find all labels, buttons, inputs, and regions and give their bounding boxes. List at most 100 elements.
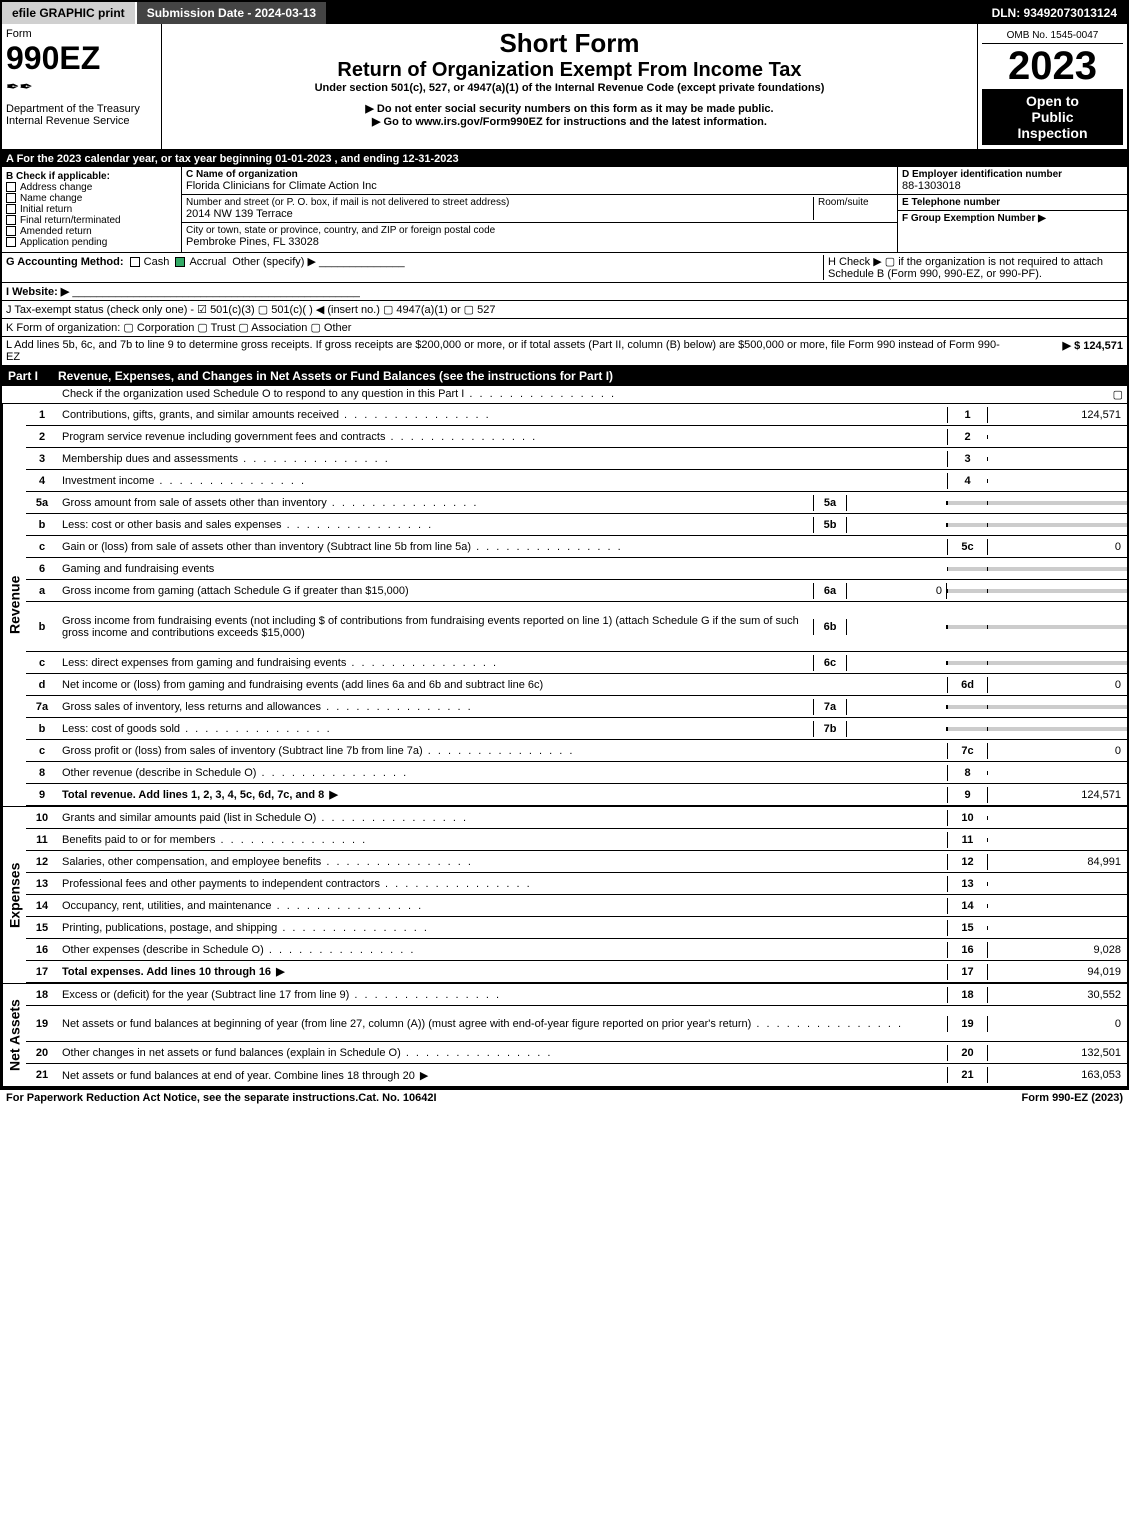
line-8: 8Other revenue (describe in Schedule O) … [26, 762, 1127, 784]
top-bar: efile GRAPHIC print Submission Date - 20… [2, 2, 1127, 24]
line-6d-value: 0 [987, 677, 1127, 693]
net-assets-side-label: Net Assets [2, 984, 26, 1086]
c-city-label: City or town, state or province, country… [186, 225, 893, 236]
line-16: 16Other expenses (describe in Schedule O… [26, 939, 1127, 961]
line-19: 19Net assets or fund balances at beginni… [26, 1006, 1127, 1042]
line-1-value: 124,571 [987, 407, 1127, 423]
form-number: 990EZ [6, 40, 157, 77]
footer-cat-no: Cat. No. 10642I [358, 1092, 1021, 1104]
c-addr-label: Number and street (or P. O. box, if mail… [186, 197, 813, 208]
row-a-tax-year: A For the 2023 calendar year, or tax yea… [2, 151, 1127, 167]
b-label: B Check if applicable: [6, 171, 177, 182]
tax-year: 2023 [982, 44, 1123, 89]
revenue-section: Revenue 1Contributions, gifts, grants, a… [2, 404, 1127, 807]
j-tax-exempt-status: J Tax-exempt status (check only one) ‑ ☑… [2, 301, 1127, 319]
line-12: 12Salaries, other compensation, and empl… [26, 851, 1127, 873]
line-7c: cGross profit or (loss) from sales of in… [26, 740, 1127, 762]
title-return: Return of Organization Exempt From Incom… [166, 59, 973, 82]
form-label: Form [6, 28, 157, 40]
c-city: Pembroke Pines, FL 33028 [186, 236, 893, 248]
c-name-label: C Name of organization [186, 169, 893, 180]
line-18-value: 30,552 [987, 987, 1127, 1003]
line-7b: bLess: cost of goods sold 7b [26, 718, 1127, 740]
cb-final-return[interactable]: Final return/terminated [6, 215, 177, 226]
line-20-value: 132,501 [987, 1045, 1127, 1061]
c-addr: 2014 NW 139 Terrace [186, 208, 813, 220]
line-9: 9Total revenue. Add lines 1, 2, 3, 4, 5c… [26, 784, 1127, 806]
page-footer: For Paperwork Reduction Act Notice, see … [0, 1090, 1129, 1106]
section-b-checkboxes: B Check if applicable: Address change Na… [2, 167, 182, 252]
line-20: 20Other changes in net assets or fund ba… [26, 1042, 1127, 1064]
line-17: 17Total expenses. Add lines 10 through 1… [26, 961, 1127, 983]
form-990ez-page: efile GRAPHIC print Submission Date - 20… [0, 0, 1129, 1090]
l-gross-receipts: L Add lines 5b, 6c, and 7b to line 9 to … [2, 337, 1127, 366]
org-info-block: B Check if applicable: Address change Na… [2, 167, 1127, 253]
cb-name-change[interactable]: Name change [6, 193, 177, 204]
line-21-value: 163,053 [987, 1067, 1127, 1083]
line-5c: cGain or (loss) from sale of assets othe… [26, 536, 1127, 558]
dept-treasury: Department of the Treasury [6, 103, 157, 115]
line-6a-value: 0 [847, 583, 947, 599]
line-19-value: 0 [987, 1016, 1127, 1032]
line-6a: aGross income from gaming (attach Schedu… [26, 580, 1127, 602]
line-15: 15Printing, publications, postage, and s… [26, 917, 1127, 939]
cb-address-change[interactable]: Address change [6, 182, 177, 193]
ssn-warning: ▶ Do not enter social security numbers o… [166, 102, 973, 115]
c-room-label: Room/suite [813, 197, 893, 220]
line-7a: 7aGross sales of inventory, less returns… [26, 696, 1127, 718]
line-6: 6Gaming and fundraising events [26, 558, 1127, 580]
f-group-label: F Group Exemption Number ▶ [902, 213, 1123, 224]
net-assets-section: Net Assets 18Excess or (deficit) for the… [2, 984, 1127, 1088]
revenue-side-label: Revenue [2, 404, 26, 806]
d-ein-label: D Employer identification number [902, 169, 1123, 180]
line-17-total-expenses: 94,019 [987, 964, 1127, 980]
line-5c-value: 0 [987, 539, 1127, 555]
d-ein: 88-1303018 [902, 180, 1123, 192]
line-5b: bLess: cost or other basis and sales exp… [26, 514, 1127, 536]
title-short-form: Short Form [166, 28, 973, 59]
l-gross-receipts-value: ▶ $ 124,571 [1003, 339, 1123, 363]
open-to-public: Open to Public Inspection [982, 89, 1123, 145]
section-d-e-f: D Employer identification number 88-1303… [897, 167, 1127, 252]
section-c-org: C Name of organization Florida Clinician… [182, 167, 897, 252]
k-form-of-organization: K Form of organization: ▢ Corporation ▢ … [2, 319, 1127, 337]
dln: DLN: 93492073013124 [982, 2, 1127, 24]
g-accounting-method: G Accounting Method: Cash Accrual Other … [6, 255, 823, 280]
footer-form-ref: Form 990-EZ (2023) [1022, 1092, 1123, 1104]
part-i-check-schedule-o: Check if the organization used Schedule … [2, 386, 1127, 404]
line-21: 21Net assets or fund balances at end of … [26, 1064, 1127, 1086]
line-3: 3Membership dues and assessments 3 [26, 448, 1127, 470]
line-16-value: 9,028 [987, 942, 1127, 958]
goto-link[interactable]: ▶ Go to www.irs.gov/Form990EZ for instru… [166, 115, 973, 128]
part-i-header: Part I Revenue, Expenses, and Changes in… [2, 366, 1127, 386]
line-6c: cLess: direct expenses from gaming and f… [26, 652, 1127, 674]
e-phone-label: E Telephone number [902, 197, 1123, 208]
submission-date: Submission Date - 2024-03-13 [137, 2, 326, 24]
line-1: 1Contributions, gifts, grants, and simil… [26, 404, 1127, 426]
line-14: 14Occupancy, rent, utilities, and mainte… [26, 895, 1127, 917]
h-schedule-b: H Check ▶ ▢ if the organization is not r… [823, 255, 1123, 280]
line-9-total-revenue: 124,571 [987, 787, 1127, 803]
footer-left: For Paperwork Reduction Act Notice, see … [6, 1092, 358, 1104]
line-18: 18Excess or (deficit) for the year (Subt… [26, 984, 1127, 1006]
cb-amended-return[interactable]: Amended return [6, 226, 177, 237]
cb-application-pending[interactable]: Application pending [6, 237, 177, 248]
subtitle: Under section 501(c), 527, or 4947(a)(1)… [166, 82, 973, 94]
expenses-side-label: Expenses [2, 807, 26, 983]
line-12-value: 84,991 [987, 854, 1127, 870]
line-6d: dNet income or (loss) from gaming and fu… [26, 674, 1127, 696]
line-10: 10Grants and similar amounts paid (list … [26, 807, 1127, 829]
i-website: I Website: ▶ ___________________________… [2, 283, 1127, 301]
line-6b: bGross income from fundraising events (n… [26, 602, 1127, 652]
line-2: 2Program service revenue including gover… [26, 426, 1127, 448]
dept-irs: Internal Revenue Service [6, 115, 157, 127]
line-4: 4Investment income 4 [26, 470, 1127, 492]
omb-number: OMB No. 1545-0047 [982, 28, 1123, 44]
cb-initial-return[interactable]: Initial return [6, 204, 177, 215]
line-5a: 5aGross amount from sale of assets other… [26, 492, 1127, 514]
efile-print-button[interactable]: efile GRAPHIC print [2, 2, 137, 24]
form-header: Form 990EZ ✒✒ Department of the Treasury… [2, 24, 1127, 151]
expenses-section: Expenses 10Grants and similar amounts pa… [2, 807, 1127, 984]
line-13: 13Professional fees and other payments t… [26, 873, 1127, 895]
c-org-name: Florida Clinicians for Climate Action In… [186, 180, 893, 192]
